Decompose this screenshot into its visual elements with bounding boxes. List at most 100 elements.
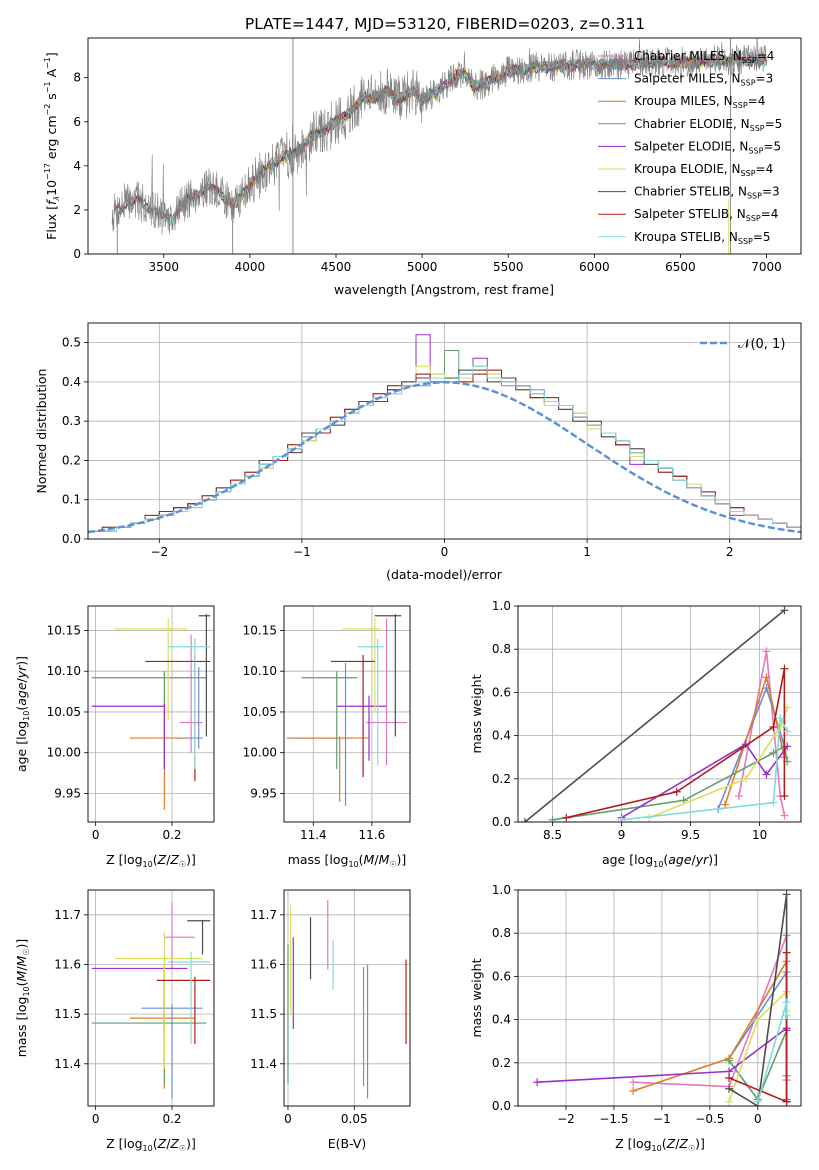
x-tick-label: 0 <box>284 1112 292 1126</box>
y-tick-label: 11.7 <box>54 908 81 922</box>
legend-label-rest: =4 <box>757 49 775 63</box>
axes-frame <box>87 889 215 1107</box>
y-tick-label: 0.5 <box>62 336 81 350</box>
y-tick-label: 9.95 <box>250 786 277 800</box>
y-tick-label: 1.0 <box>492 883 511 897</box>
legend-label-rest: =5 <box>765 117 783 131</box>
legend-label: 𝒩(0, 1) <box>738 337 785 352</box>
legend-label-rest: =3 <box>762 185 780 199</box>
y-tick-label: 0 <box>73 247 81 261</box>
legend-label: Kroupa ELODIE, NSSP=4 <box>634 162 773 178</box>
x-tick-label: 5000 <box>407 260 438 274</box>
y-tick-label: 11.5 <box>250 1007 277 1021</box>
legend-subscript: SSP <box>741 79 756 88</box>
y-tick-label: 10.05 <box>47 705 81 719</box>
weight-line <box>524 609 785 822</box>
x-tick-label: 0 <box>92 828 100 842</box>
y-tick-label: 10.15 <box>243 623 277 637</box>
y-tick-label: 10.10 <box>47 664 81 678</box>
y-tick-label: 11.7 <box>250 908 277 922</box>
age-vs-metallicity-panel: 0 0.2 9.95 10.00 10.05 10.10 10.15 Z [log10(Z/Z… <box>14 605 215 869</box>
x-axis-label: wavelength [Angstrom, rest frame] <box>334 282 554 297</box>
axes-frame <box>87 605 215 823</box>
y-axis-label: Normed distribution <box>34 369 49 494</box>
x-tick-label: −1.5 <box>599 1112 628 1126</box>
legend-subscript: SSP <box>750 124 765 133</box>
plot-area <box>111 38 767 254</box>
x-tick-label: 11.6 <box>359 828 386 842</box>
observed-spectrum-line <box>111 38 767 235</box>
legend-label: Salpeter STELIB, NSSP=4 <box>634 207 778 223</box>
y-tick-label: 6 <box>73 115 81 129</box>
mass-vs-metallicity-panel: 0 0.2 11.4 11.5 11.6 11.7 Z [log10(Z/Z☉)] mass … <box>14 889 215 1153</box>
y-tick-label: 11.4 <box>54 1057 81 1071</box>
x-tick-label: 0.2 <box>162 828 181 842</box>
x-tick-label: 0.2 <box>162 1112 181 1126</box>
legend-label-rest: =4 <box>748 94 766 108</box>
axes-frame <box>87 322 802 540</box>
axes-frame <box>283 605 411 823</box>
axes-frame <box>517 889 802 1107</box>
legend-label-rest: =4 <box>761 207 779 221</box>
x-tick-label: −2 <box>150 545 168 559</box>
legend-label-rest: =4 <box>756 162 774 176</box>
legend-label: Chabrier ELODIE, NSSP=5 <box>634 117 782 133</box>
x-tick-label: 9 <box>618 828 626 842</box>
y-tick-label: 0.4 <box>62 375 81 389</box>
x-axis-label: age [log10(age/yr)] <box>602 852 718 869</box>
y-tick-label: 0.0 <box>492 815 511 829</box>
y-axis-label: mass [log10(M/M☉)] <box>14 939 31 1058</box>
legend-subscript: SSP <box>733 101 748 110</box>
legend-label: Chabrier MILES, NSSP=4 <box>634 49 774 65</box>
x-axis-label: E(B-V) <box>328 1136 367 1151</box>
mass-vs-ebv-panel: 0 0.05 11.4 11.5 11.6 11.7 E(B-V) <box>250 889 411 1151</box>
x-tick-label: 0 <box>441 545 449 559</box>
x-tick-label: 0 <box>754 1112 762 1126</box>
legend-label: Kroupa MILES, NSSP=4 <box>634 94 765 110</box>
y-tick-label: 0.4 <box>492 729 511 743</box>
x-axis-label: (data-model)/error <box>386 567 503 582</box>
plot-area <box>91 902 211 1099</box>
y-tick-label: 2 <box>73 203 81 217</box>
x-tick-label: 3500 <box>149 260 180 274</box>
x-tick-label: −2 <box>557 1112 575 1126</box>
x-tick-label: −1 <box>293 545 311 559</box>
legend-label-rest: =5 <box>753 230 771 244</box>
y-tick-label: 0.0 <box>492 1099 511 1113</box>
y-tick-label: 10.05 <box>243 705 277 719</box>
y-axis-label: age [log10(age/yr)] <box>14 656 31 772</box>
legend-label: Salpeter ELODIE, NSSP=5 <box>634 139 781 155</box>
axes-frame <box>283 889 411 1107</box>
plot-area <box>520 606 792 822</box>
x-axis-label: Z [log10(Z/Z☉)] <box>106 1136 196 1153</box>
y-axis-label: mass weight <box>469 674 484 753</box>
x-tick-label: −0.5 <box>695 1112 724 1126</box>
y-axis-label: Flux [fλ10−17 erg cm−2 s−1 A−1] <box>43 52 61 240</box>
legend-label: Chabrier STELIB, NSSP=3 <box>634 185 780 201</box>
y-tick-label: 11.6 <box>54 957 81 971</box>
spectrum-title: PLATE=1447, MJD=53120, FIBERID=0203, z=0… <box>245 15 645 33</box>
axes-frame <box>87 37 802 255</box>
normal-curve <box>88 381 801 534</box>
y-tick-label: 0.6 <box>492 685 511 699</box>
y-tick-label: 0.2 <box>492 772 511 786</box>
legend-subscript: SSP <box>742 56 757 65</box>
legend-subscript: SSP <box>738 237 753 246</box>
x-tick-label: 6500 <box>665 260 696 274</box>
x-tick-label: 2 <box>726 545 734 559</box>
y-tick-label: 0.6 <box>492 969 511 983</box>
y-tick-label: 0.3 <box>62 414 81 428</box>
x-tick-label: 10 <box>752 828 767 842</box>
legend: 𝒩(0, 1) <box>700 337 785 352</box>
legend-subscript: SSP <box>747 192 762 201</box>
legend-label-rest: =5 <box>763 139 781 153</box>
weight-vs-metallicity-panel: −2 −1.5 −1 −0.5 0 0.0 0.2 0.4 0.6 0.8 1.0 Z [log10(… <box>469 883 802 1153</box>
y-tick-label: 0.0 <box>62 532 81 546</box>
spectrum-panel: 3500 4000 4500 5000 5500 6000 6500 7000 0 2 4 6 8 Cha… <box>43 37 802 297</box>
y-tick-label: 8 <box>73 71 81 85</box>
weight-vs-age-panel: 8.5 9 9.5 10 0.0 0.2 0.4 0.6 0.8 1.0 age [log10(ag… <box>469 599 802 869</box>
x-tick-label: 5500 <box>493 260 524 274</box>
x-tick-label: 4000 <box>235 260 266 274</box>
y-tick-label: 1.0 <box>492 599 511 613</box>
